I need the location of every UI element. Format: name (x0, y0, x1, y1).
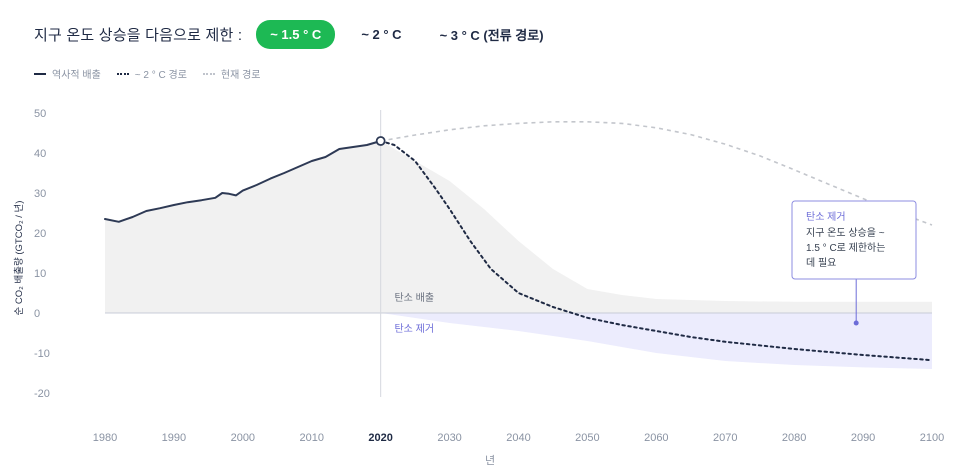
legend-item-current: 현재 경로 (202, 66, 261, 81)
pathway-line (379, 140, 933, 362)
x-tick-label: 2070 (713, 432, 737, 444)
y-tick-label: -20 (34, 388, 50, 400)
y-tick-label: 20 (34, 228, 46, 240)
y-tick-label: 30 (34, 188, 46, 200)
x-axis-ticks: 1980 1990 2000 2010 2020 2030 2040 2050 2060 2070… (93, 432, 944, 444)
carbon-emission-label: 탄소 배출 (394, 292, 434, 304)
y-axis-ticks: 50 40 30 20 10 0 -10 -20 (34, 108, 50, 400)
y-tick-label: 40 (34, 148, 46, 160)
x-tick-label: 2060 (644, 432, 668, 444)
x-tick-label: 2100 (920, 432, 944, 444)
historic-emission-area (105, 141, 381, 313)
legend-label-current: 현재 경로 (220, 70, 261, 81)
x-tick-label: 2080 (782, 432, 806, 444)
annotation-body-line: 1.5 ° C로 제한하는 (806, 241, 885, 254)
x-tick-label: 2040 (506, 432, 530, 444)
y-tick-label: 0 (34, 308, 40, 320)
year-2020-marker (375, 136, 386, 146)
legend-swatch-solid (34, 72, 46, 75)
x-tick-label: 2020 (368, 432, 392, 444)
annotation-point (853, 320, 859, 326)
annotation-box (791, 200, 917, 280)
chart-legend: 역사적 배출 ~ 2 ° C 경로 현재 경로 (34, 66, 261, 81)
y-axis-label: 순 CO₂ 배출량 (GTCO₂ / 년) (13, 201, 25, 316)
legend-label-historic: 역사적 배출 (52, 70, 101, 81)
x-tick-label: 1980 (93, 432, 117, 444)
scenario-3c-button[interactable]: ~ 3 ° C (전류 경로) (428, 18, 556, 51)
x-tick-label: 2090 (851, 432, 875, 444)
carbon-removal-band (380, 313, 933, 369)
chart-bands (105, 110, 933, 397)
annotation-title: 탄소 제거 (806, 211, 846, 223)
chart-lines (104, 121, 933, 362)
scenario-selector-title: 지구 온도 상승을 다음으로 제한 : (34, 27, 243, 44)
scenario-selector: 지구 온도 상승을 다음으로 제한 : ~ 1.5 ° C ~ 2 ° C ~ … (34, 18, 556, 51)
scenario-1-5c-button[interactable]: ~ 1.5 ° C (256, 20, 336, 49)
legend-swatch-dotted (116, 72, 129, 75)
legend-swatch-gray-dotted (202, 72, 215, 75)
carbon-emission-band (380, 141, 933, 313)
annotation-body-line: 데 필요 (806, 257, 836, 269)
historic-emissions-line (104, 140, 382, 223)
x-tick-label: 2030 (437, 432, 461, 444)
x-tick-label: 2000 (231, 432, 255, 444)
annotation-body-line: 지구 온도 상승을 ~ (806, 227, 885, 239)
y-tick-label: 50 (34, 108, 46, 120)
legend-item-historic: 역사적 배출 (34, 66, 101, 81)
x-tick-label: 1990 (162, 432, 186, 444)
legend-label-pathway: ~ 2 ° C 경로 (134, 70, 187, 81)
y-tick-label: 10 (34, 268, 46, 280)
x-axis-label: 년 (485, 454, 495, 467)
legend-item-pathway: ~ 2 ° C 경로 (116, 66, 187, 81)
x-tick-label: 2050 (575, 432, 599, 444)
carbon-removal-label: 탄소 제거 (394, 323, 434, 335)
scenario-2c-button[interactable]: ~ 2 ° C (349, 20, 413, 49)
y-tick-label: -10 (34, 348, 50, 360)
x-tick-label: 2010 (300, 432, 324, 444)
